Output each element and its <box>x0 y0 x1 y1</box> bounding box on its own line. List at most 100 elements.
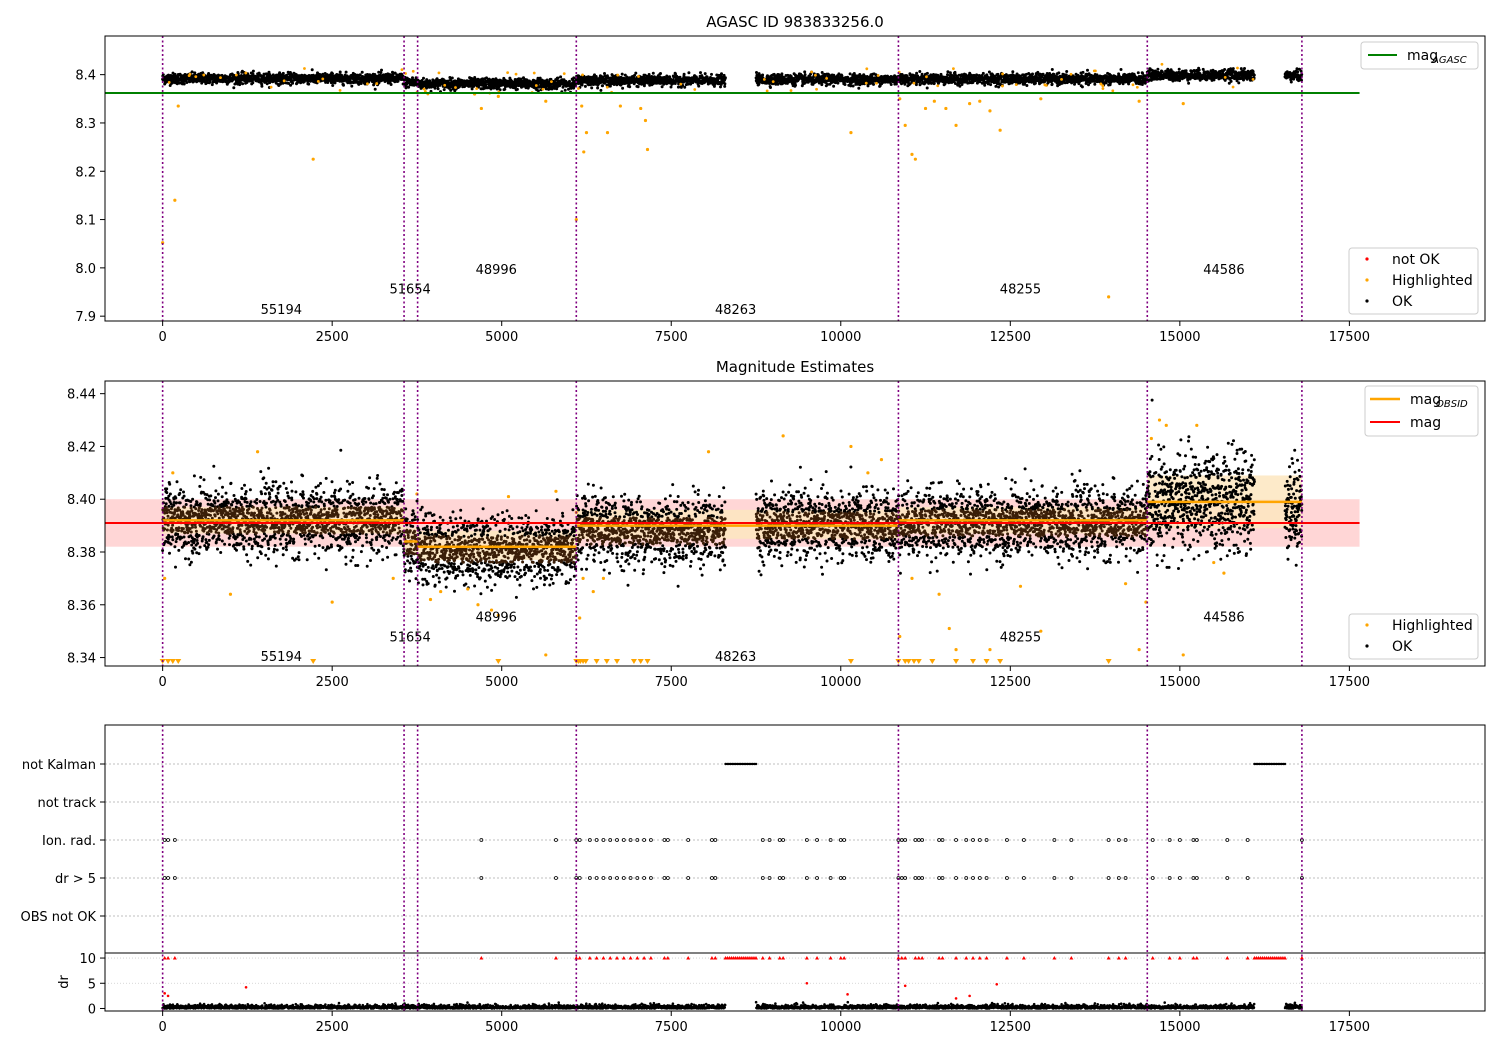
legend-label-mag-obsid: mag <box>1410 392 1441 408</box>
p2-y-tick-label: 8.44 <box>67 388 96 403</box>
highlighted-point <box>581 576 585 580</box>
flag-marker-point <box>577 838 582 842</box>
highlighted-point <box>1111 89 1115 93</box>
dr-outlier-point <box>954 997 958 1000</box>
flag-marker-point <box>479 876 484 880</box>
p2-x-tick-label: 5000 <box>485 675 518 690</box>
panel-1-data <box>105 62 1360 299</box>
below-range-marker <box>983 659 990 664</box>
flag-marker-point <box>815 876 819 880</box>
highlighted-point <box>998 128 1002 132</box>
flag-marker-point <box>713 838 718 842</box>
highlighted-point <box>316 79 320 83</box>
flag-marker-point <box>903 876 908 880</box>
highlighted-point <box>584 131 589 135</box>
highlighted-point <box>1060 78 1063 81</box>
obsid-label: 48255 <box>1000 283 1041 298</box>
highlighted-point <box>1137 648 1141 652</box>
highlighted-point <box>616 73 620 77</box>
flag-marker-point <box>1069 876 1074 880</box>
highlighted-point <box>1149 436 1153 441</box>
p1-x-tick-label: 17500 <box>1329 330 1370 345</box>
legend-label: Highlighted <box>1392 273 1473 289</box>
flag-marker-point <box>479 838 484 842</box>
highlighted-point <box>825 76 829 80</box>
flag-marker-point <box>594 838 599 842</box>
highlighted-point <box>814 73 817 77</box>
highlighted-point <box>321 77 325 81</box>
flag-marker-point <box>1021 838 1026 842</box>
legend-label: Highlighted <box>1392 618 1473 634</box>
p1-y-tick-label: 8.3 <box>75 117 96 132</box>
highlighted-point <box>1160 62 1164 66</box>
highlighted-point <box>865 67 869 71</box>
obsid-label: 44586 <box>1203 263 1244 278</box>
flag-marker-point <box>760 876 765 880</box>
p1-x-tick-label: 12500 <box>990 330 1031 345</box>
highlighted-point <box>581 73 584 77</box>
flag-marker-point <box>1069 838 1074 842</box>
legend-label-agasc: mag <box>1407 48 1438 64</box>
legend-box <box>1360 41 1479 70</box>
flag-marker-point <box>781 876 786 880</box>
flag-marker-point <box>954 838 958 842</box>
flag-row-label: OBS not OK <box>21 910 97 925</box>
highlighted-point <box>311 157 315 161</box>
highlighted-point <box>428 597 433 602</box>
flag-marker-point <box>1167 876 1172 880</box>
flag-marker-point <box>628 838 633 842</box>
legend-status: not OK Highlighted OK <box>1348 247 1479 315</box>
dr-x-tick-label: 17500 <box>1329 1020 1370 1035</box>
below-range-marker <box>644 659 651 664</box>
highlighted-point <box>1181 653 1185 657</box>
flag-marker-point <box>977 876 982 880</box>
p2-y-tick-label: 8.34 <box>67 652 96 667</box>
legend-box <box>1348 613 1479 660</box>
below-range-marker <box>847 659 854 664</box>
flag-marker-point <box>804 876 809 880</box>
flag-marker-point <box>1167 838 1172 842</box>
dr-ok-points <box>161 1000 1303 1010</box>
p1-y-tick-label: 7.9 <box>75 310 96 325</box>
highlighted-point <box>643 118 648 123</box>
highlighted-point <box>1001 72 1004 76</box>
obsid-label: 44586 <box>1203 611 1244 626</box>
p1-x-tick-label: 0 <box>159 330 167 345</box>
highlighted-point <box>849 131 853 135</box>
highlighted-point <box>706 450 711 454</box>
legend-marker-highlighted <box>1365 278 1369 282</box>
highlighted-point <box>693 88 697 91</box>
panel-2-frame <box>104 380 1486 667</box>
highlighted-point <box>1099 82 1103 86</box>
highlighted-point <box>1101 87 1105 90</box>
panel-1-frame <box>104 35 1486 322</box>
highlighted-point <box>954 648 958 652</box>
highlighted-point <box>1043 83 1047 87</box>
highlighted-point <box>338 89 342 92</box>
p1-x-tick-label: 2500 <box>316 330 349 345</box>
dr-outlier-point <box>166 994 170 998</box>
flag-marker-point <box>166 838 170 842</box>
flag-marker-point <box>587 876 592 880</box>
flag-marker-point <box>1106 876 1111 880</box>
highlighted-point <box>228 592 233 596</box>
magnitude-estimates-panel: Magnitude Estimates 55194 51654 48996 48263… <box>67 358 1486 690</box>
panel-title-magnitude-estimates: Magnitude Estimates <box>716 358 874 376</box>
highlighted-point <box>255 450 260 454</box>
highlighted-point <box>219 76 222 80</box>
highlighted-point <box>1222 571 1226 575</box>
dr-clipped-markers <box>162 956 1304 960</box>
highlighted-point <box>1236 66 1239 70</box>
flag-marker-point <box>621 876 626 880</box>
highlighted-point <box>514 72 518 76</box>
highlighted-point <box>1135 85 1139 89</box>
flag-marker-point <box>920 838 925 842</box>
highlighted-point <box>912 81 916 85</box>
obsid-label: 51654 <box>389 283 430 298</box>
flag-marker-point <box>842 838 847 842</box>
flag-marker-point <box>172 876 177 880</box>
highlighted-point <box>1223 75 1227 79</box>
highlighted-point <box>443 83 447 87</box>
flag-marker-point <box>554 876 558 880</box>
